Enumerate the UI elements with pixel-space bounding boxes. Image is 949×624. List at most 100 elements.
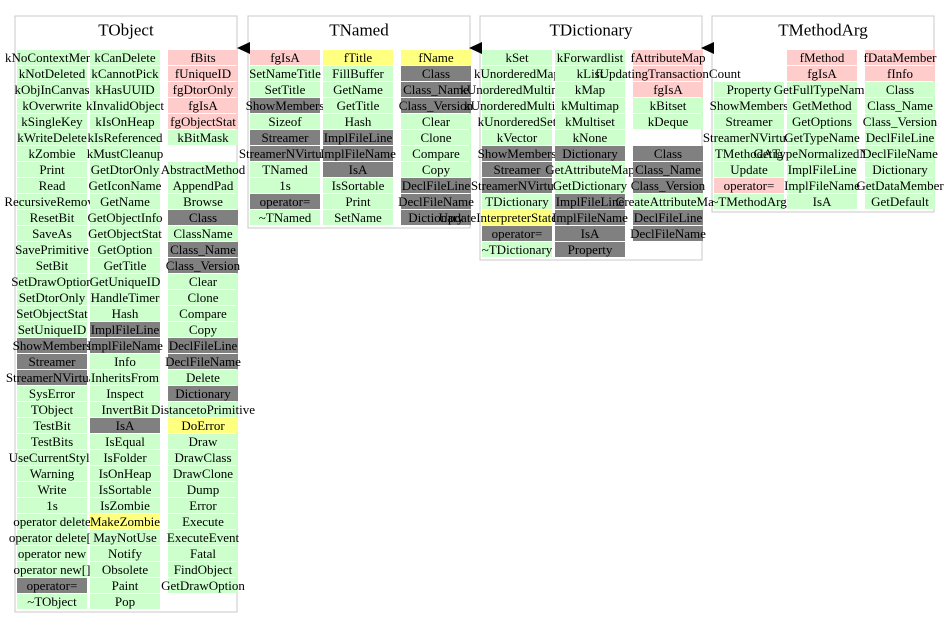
member-cell: [865, 130, 935, 145]
member-label: operator delete[]: [9, 530, 95, 545]
member-label: GetDrawOption: [161, 578, 245, 593]
member-label: GetDictionary: [553, 178, 628, 193]
member-cell: [555, 242, 625, 257]
member-cell: [17, 370, 87, 385]
member-cell: [250, 130, 320, 145]
member-cell: [17, 226, 87, 241]
member-cell: [168, 338, 238, 353]
member-label: ImplFileName: [784, 178, 860, 193]
member-label: fTitle: [344, 50, 373, 65]
member-label: DrawClass: [174, 450, 231, 465]
member-label: IsOnHeap: [99, 466, 152, 481]
member-cell: [168, 450, 238, 465]
member-cell: [17, 498, 87, 513]
member-cell: [168, 66, 238, 81]
member-cell: [168, 578, 238, 593]
member-cell: [401, 82, 471, 97]
member-cell: [555, 50, 625, 65]
member-cell: [90, 274, 160, 289]
member-cell: [90, 578, 160, 593]
member-label: IsA: [581, 226, 600, 241]
member-cell: [787, 194, 857, 209]
member-label: Delete: [186, 370, 220, 385]
member-cell: [17, 130, 87, 145]
member-cell: [17, 450, 87, 465]
member-label: fgIsA: [188, 98, 218, 113]
member-label: 1s: [46, 498, 58, 513]
member-cell: [401, 162, 471, 177]
member-cell: [168, 514, 238, 529]
member-cell: [17, 114, 87, 129]
member-cell: [168, 82, 238, 97]
member-cell: [90, 258, 160, 273]
member-cell: [17, 290, 87, 305]
member-label: Sizeof: [268, 114, 302, 129]
member-label: DeclFileLine: [402, 178, 471, 193]
member-label: DeclFileName: [165, 354, 241, 369]
member-cell: [168, 354, 238, 369]
member-label: Print: [345, 194, 371, 209]
member-cell: [482, 130, 552, 145]
member-label: Inspect: [106, 386, 144, 401]
member-cell: [250, 146, 320, 161]
member-cell: [90, 594, 160, 609]
member-cell: [714, 98, 784, 113]
member-label: AbstractMethod: [161, 162, 246, 177]
member-label: DeclFileName: [630, 226, 706, 241]
member-label: ~TObject: [27, 594, 77, 609]
member-cell: [168, 418, 238, 433]
member-label: ImplFileLine: [788, 162, 857, 177]
member-label: ResetBit: [30, 210, 75, 225]
member-label: GetDefault: [871, 194, 929, 209]
member-label: fUpdatingTransactionCount: [595, 66, 741, 81]
member-cell: [90, 98, 160, 113]
member-cell: [865, 66, 935, 81]
member-cell: [17, 82, 87, 97]
member-label: Dictionary: [175, 386, 231, 401]
member-label: GetIconName: [89, 178, 162, 193]
class-title: TObject: [98, 21, 154, 40]
member-label: GetOption: [98, 242, 153, 257]
member-cell: [323, 66, 393, 81]
member-cell: [168, 434, 238, 449]
member-cell: [555, 226, 625, 241]
member-cell: [90, 530, 160, 545]
member-cell: [482, 178, 552, 193]
member-label: Copy: [189, 322, 218, 337]
member-label: kBitMask: [177, 130, 229, 145]
member-cell: [90, 562, 160, 577]
member-label: kHasUUID: [95, 82, 154, 97]
member-cell: [17, 242, 87, 257]
member-cell: [555, 146, 625, 161]
member-cell: [90, 242, 160, 257]
member-label: Dictionary: [408, 210, 464, 225]
member-cell: [787, 50, 857, 65]
member-label: GetTitle: [104, 258, 147, 273]
member-cell: [865, 98, 935, 113]
member-cell: [168, 226, 238, 241]
member-cell: [250, 178, 320, 193]
member-cell: [17, 594, 87, 609]
inheritance-arrows: [237, 42, 714, 54]
member-cell: [90, 498, 160, 513]
member-cell: [401, 194, 471, 209]
member-label: Clear: [422, 114, 451, 129]
member-cell: [401, 146, 471, 161]
member-label: fUniqueID: [175, 66, 231, 81]
member-label: kObjInCanvas: [14, 82, 89, 97]
member-label: fgIsA: [807, 66, 837, 81]
member-cell: [787, 178, 857, 193]
member-label: Draw: [189, 434, 218, 449]
member-label: StreamerNVirtual: [6, 370, 99, 385]
member-label: Error: [189, 498, 217, 513]
member-label: 1s: [279, 178, 291, 193]
member-cell: [90, 418, 160, 433]
member-label: kList: [577, 66, 604, 81]
member-label: TDictionary: [485, 194, 549, 209]
arrow-head: [701, 42, 714, 54]
member-cell: [555, 130, 625, 145]
member-label: Info: [114, 354, 136, 369]
class-title: TMethodArg: [778, 21, 868, 40]
member-cell: [555, 178, 625, 193]
